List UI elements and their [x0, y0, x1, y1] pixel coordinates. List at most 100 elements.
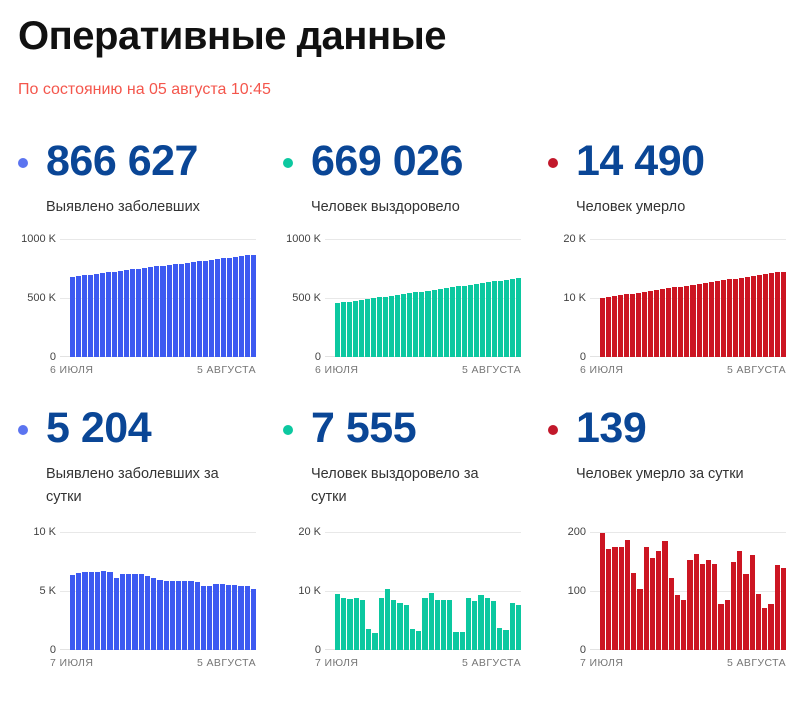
bar: [467, 284, 473, 357]
bar: [484, 598, 490, 650]
bullet-dot-icon: [548, 158, 558, 168]
bar: [453, 631, 459, 650]
bar: [213, 583, 219, 650]
y-tick-label: 10 K: [33, 526, 56, 538]
bar: [226, 257, 232, 357]
y-tick-label: 100: [567, 585, 586, 597]
bar: [130, 269, 136, 357]
x-start-label: 7 ИЮЛЯ: [580, 657, 624, 669]
bar: [425, 290, 431, 357]
plot: [325, 239, 521, 357]
status-timestamp: По состоянию на 05 августа 10:45: [18, 81, 271, 98]
bar: [347, 598, 353, 650]
bar: [666, 288, 672, 357]
y-axis: 20 K 10 K 0: [548, 233, 594, 363]
bar: [397, 603, 403, 650]
bar: [720, 280, 726, 357]
bar: [154, 266, 160, 357]
x-start-label: 7 ИЮЛЯ: [50, 657, 94, 669]
bar: [148, 267, 154, 357]
bar: [428, 593, 434, 650]
bar: [642, 291, 648, 357]
bar: [509, 603, 515, 650]
bars: [335, 239, 521, 357]
bar: [431, 289, 437, 357]
bar: [643, 546, 649, 650]
bar: [353, 300, 359, 357]
card-confirmed-daily: 5 204 Выявлено заболевших за сутки 10 K 5…: [18, 405, 277, 669]
bar: [712, 563, 718, 650]
bar: [662, 540, 668, 650]
bar: [497, 280, 503, 357]
x-axis: 6 ИЮЛЯ 5 АВГУСТА: [50, 364, 256, 376]
bar: [631, 573, 637, 650]
bar: [780, 271, 786, 357]
bar: [88, 571, 94, 650]
y-tick-label: 20 K: [563, 233, 586, 245]
bar: [637, 588, 643, 650]
bar: [372, 632, 378, 650]
x-start-label: 7 ИЮЛЯ: [315, 657, 359, 669]
bar: [472, 601, 478, 650]
bar: [244, 255, 250, 357]
gridline: [325, 532, 521, 533]
bar: [377, 297, 383, 357]
chart-plot-area: 200 100 0: [548, 526, 787, 656]
bar: [726, 279, 732, 357]
bar: [600, 533, 606, 650]
bar: [413, 292, 419, 357]
bar: [113, 578, 119, 650]
bar: [378, 597, 384, 650]
x-axis: 6 ИЮЛЯ 5 АВГУСТА: [315, 364, 521, 376]
bar: [219, 584, 225, 650]
bar: [618, 547, 624, 650]
bar: [479, 283, 485, 357]
stat-block: 14 490 Человек умерло: [548, 138, 807, 239]
y-axis: 20 K 10 K 0: [283, 526, 329, 656]
bar: [341, 598, 347, 650]
bar: [422, 597, 428, 650]
bar: [214, 259, 220, 357]
bar: [172, 264, 178, 357]
bar: [94, 571, 101, 650]
bar: [182, 581, 188, 650]
stats-grid: 866 627 Выявлено заболевших 1000 K 500 K 0…: [18, 137, 807, 669]
bar: [136, 268, 142, 357]
x-axis: 6 ИЮЛЯ 5 АВГУСТА: [580, 364, 786, 376]
bar: [509, 278, 515, 357]
bar: [395, 294, 401, 357]
bar-chart-deaths-daily: 200 100 0 7 ИЮЛЯ 5 АВГУСТА: [548, 526, 787, 669]
x-end-label: 5 АВГУСТА: [461, 657, 521, 669]
stat-value: 669 026: [311, 137, 463, 185]
bar: [389, 295, 395, 357]
bar: [151, 577, 157, 650]
chart-plot-area: 20 K 10 K 0: [283, 526, 522, 656]
bar: [163, 580, 169, 650]
bullet-dot-icon: [548, 425, 558, 435]
bar: [515, 278, 521, 357]
x-end-label: 5 АВГУСТА: [726, 364, 786, 376]
gridline: [325, 591, 521, 592]
bar: [76, 276, 82, 357]
bar: [724, 599, 730, 650]
stat-text: 139 Человек умерло за сутки: [576, 405, 744, 486]
bar: [188, 581, 194, 650]
x-start-label: 6 ИЮЛЯ: [580, 364, 624, 376]
bar: [648, 290, 654, 357]
bar: [202, 260, 208, 357]
bar: [220, 258, 226, 357]
bar: [656, 551, 662, 650]
stat-label: Выявлено заболевших: [46, 199, 200, 216]
bar: [383, 296, 389, 357]
plot: [325, 532, 522, 650]
y-tick-label: 1000 K: [21, 233, 56, 245]
gridline: [60, 239, 256, 240]
bar: [101, 571, 107, 650]
bar: [208, 259, 214, 357]
bars: [600, 239, 786, 357]
bar: [478, 595, 484, 650]
bar: [503, 629, 509, 650]
